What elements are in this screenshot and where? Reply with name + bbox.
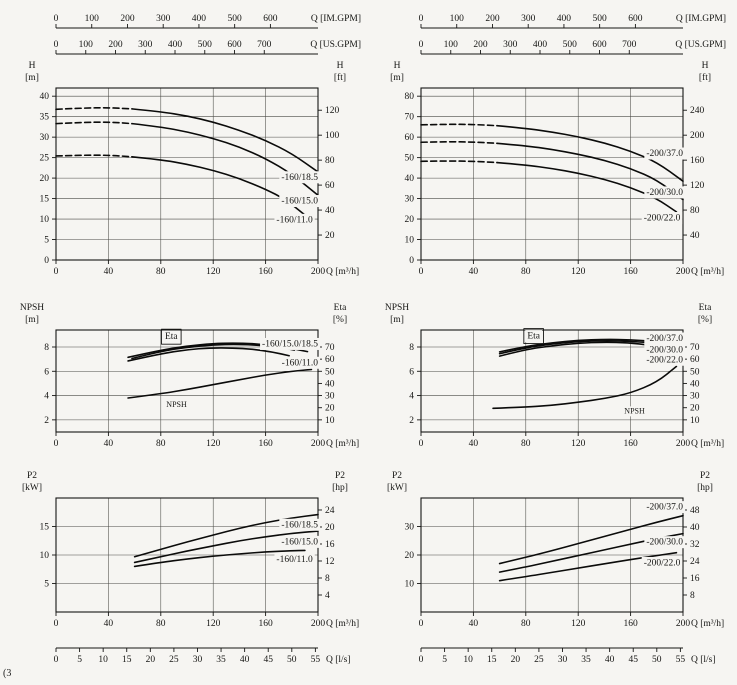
npsh-eta-chart-200 <box>373 300 729 462</box>
npsh-eta-chart-160 <box>8 300 364 462</box>
page-footnote: (3 <box>3 668 12 679</box>
head-curve-chart-160 <box>8 6 364 296</box>
power-chart-200 <box>373 468 729 680</box>
power-chart-160 <box>8 468 364 680</box>
head-curve-chart-200 <box>373 6 729 296</box>
